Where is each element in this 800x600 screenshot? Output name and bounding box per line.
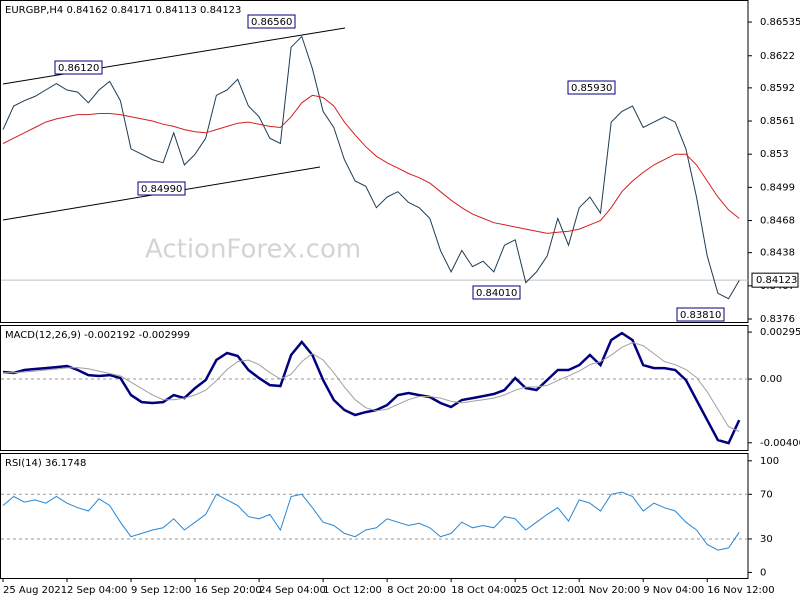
x-tick-label: 1 Oct 12:00 xyxy=(323,585,382,596)
y-tick-label: 0.8622 xyxy=(760,51,795,62)
y-tick-label: 0.8468 xyxy=(760,216,795,227)
series-line xyxy=(3,341,740,432)
x-tick-label: 25 Oct 12:00 xyxy=(515,585,580,596)
panel-title: EURGBP,H4 0.84162 0.84171 0.84113 0.8412… xyxy=(5,5,241,16)
annotation-label: 0.86120 xyxy=(58,63,99,74)
x-tick-label: 18 Oct 04:00 xyxy=(451,585,516,596)
x-tick-label: 25 Aug 2021 xyxy=(3,585,67,596)
y-tick-label: -0.004009 xyxy=(760,438,800,449)
annotation-label: 0.85930 xyxy=(571,83,612,94)
x-tick-label: 8 Oct 20:00 xyxy=(387,585,446,596)
current-price-label: 0.84123 xyxy=(756,275,797,286)
y-tick-label: 0.8592 xyxy=(760,83,795,94)
panel-title: RSI(14) 36.1748 xyxy=(5,458,86,469)
x-tick-label: 9 Sep 12:00 xyxy=(131,585,191,596)
y-tick-label: 70 xyxy=(760,489,773,500)
watermark: ActionForex.com xyxy=(145,235,361,265)
series-line xyxy=(2,331,741,445)
y-tick-label: 0.8438 xyxy=(760,248,795,259)
annotation-box xyxy=(676,307,725,322)
channel-upper xyxy=(2,27,346,85)
y-tick-label: 100 xyxy=(760,456,779,467)
series-line xyxy=(2,491,740,551)
y-tick-label: 0.853 xyxy=(760,149,789,160)
annotation-label: 0.84990 xyxy=(141,184,182,195)
annotation-box xyxy=(137,181,186,196)
panel-frame xyxy=(0,0,749,323)
annotation-box xyxy=(54,60,103,75)
y-tick-label: 30 xyxy=(760,534,773,545)
annotation-label: 0.84010 xyxy=(476,288,517,299)
annotation-box xyxy=(472,285,521,300)
annotation-box xyxy=(247,14,296,29)
annotation-box xyxy=(567,80,616,95)
x-tick-label: 1 Nov 20:00 xyxy=(579,585,640,596)
x-tick-label: 2 Sep 04:00 xyxy=(67,585,127,596)
panel-title: MACD(12,26,9) -0.002192 -0.002999 xyxy=(5,330,190,341)
x-tick-label: 16 Sep 20:00 xyxy=(195,585,262,596)
annotation-label: 0.86560 xyxy=(251,17,292,28)
series-line xyxy=(2,94,740,234)
x-tick-label: 9 Nov 04:00 xyxy=(643,585,704,596)
y-tick-label: 0.8376 xyxy=(760,314,795,325)
x-tick-label: 24 Sep 04:00 xyxy=(259,585,326,596)
y-tick-label: 0.8561 xyxy=(760,116,795,127)
panel-frame xyxy=(0,325,749,451)
y-tick-label: 0.00 xyxy=(760,374,782,385)
current-price-box xyxy=(751,272,799,288)
y-tick-label: 0.002955 xyxy=(760,327,800,338)
annotation-label: 0.83810 xyxy=(680,310,721,321)
series-line xyxy=(2,35,740,300)
y-tick-label: 0.86535 xyxy=(760,17,800,28)
y-tick-label: 0.8499 xyxy=(760,182,795,193)
y-tick-label: 0 xyxy=(760,567,766,578)
panel-frame xyxy=(0,453,749,579)
x-tick-label: 16 Nov 12:00 xyxy=(707,585,774,596)
